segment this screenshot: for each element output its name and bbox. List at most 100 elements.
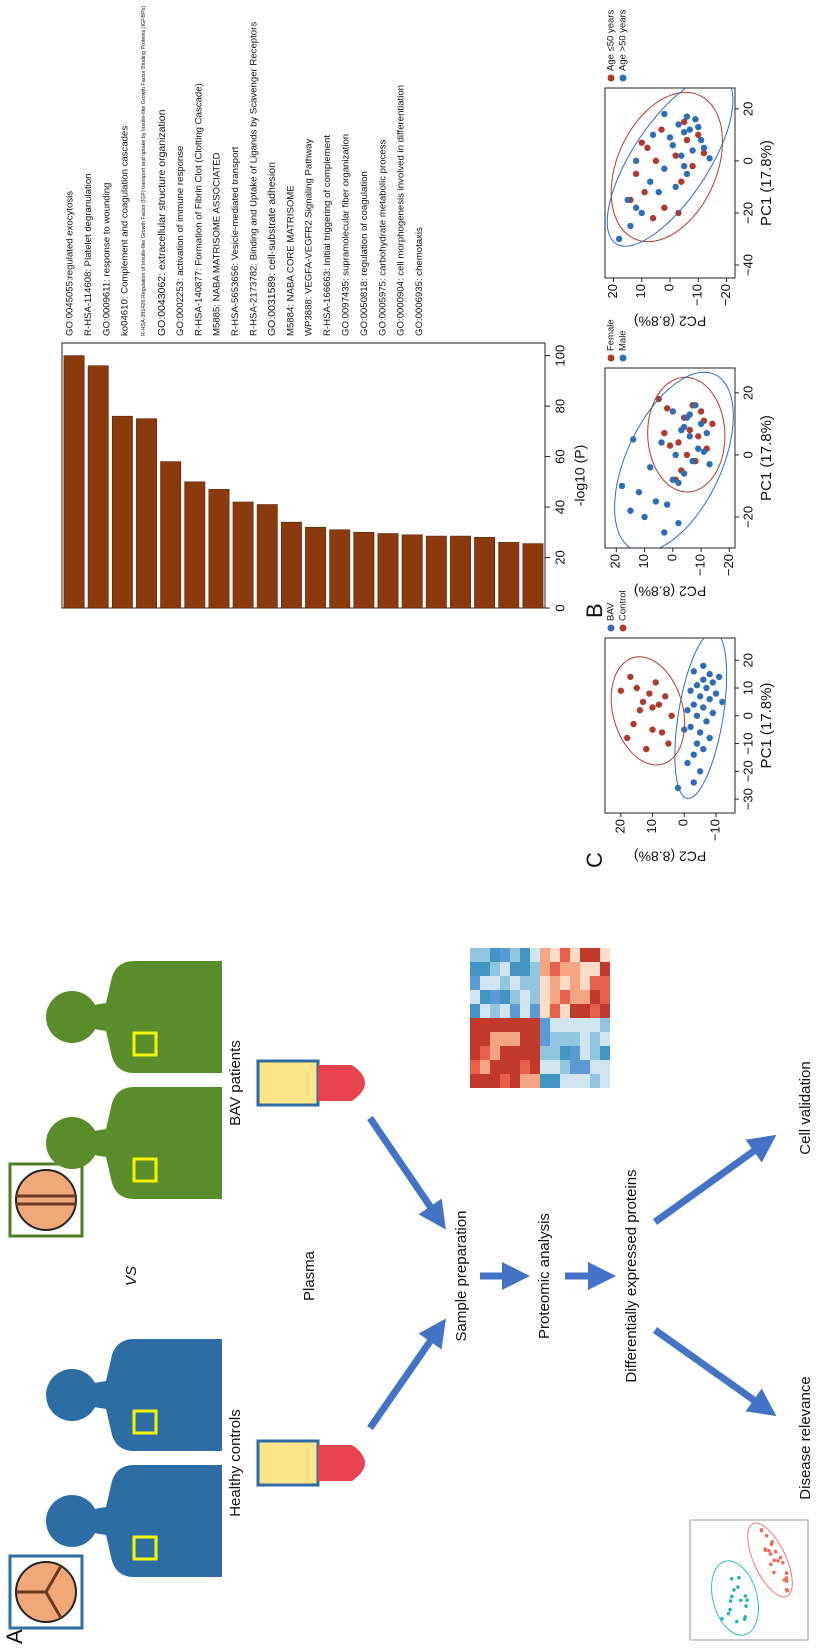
x-axis-title: -log10 (P)	[572, 445, 588, 506]
heatmap-cell	[570, 1060, 580, 1074]
y-tick-label: 10	[644, 819, 659, 833]
point	[684, 452, 690, 458]
heatmap-cell	[510, 990, 520, 1004]
point	[661, 111, 667, 117]
flow-step: Sample preparation	[453, 1211, 470, 1342]
thumb-point	[727, 1612, 731, 1616]
heatmap-cell	[470, 1032, 480, 1046]
heatmap-cell	[590, 1060, 600, 1074]
heatmap-cell	[580, 1046, 590, 1060]
point	[664, 501, 670, 507]
heatmap-cell	[540, 1032, 550, 1046]
heatmap-cell	[590, 1018, 600, 1032]
point	[675, 480, 681, 486]
thumb-point	[743, 1615, 747, 1619]
heatmap-cell	[520, 990, 530, 1004]
point	[636, 489, 642, 495]
heatmap-cell	[590, 962, 600, 976]
bar	[354, 532, 374, 608]
heatmap-cell	[530, 1046, 540, 1060]
heatmap-cell	[470, 990, 480, 1004]
category-label: GO:0097435: supramolecular fiber organiz…	[341, 134, 352, 336]
point	[664, 405, 670, 411]
thumb-point	[737, 1576, 741, 1580]
pca-thumbnail	[690, 1520, 808, 1640]
bar	[233, 502, 253, 608]
figure: A Healthy controls VS BAV patients Plasm…	[0, 0, 824, 1648]
heatmap-cell	[540, 976, 550, 990]
bar	[112, 416, 132, 608]
heatmap-cell	[480, 1046, 490, 1060]
y-tick-label: −10	[707, 819, 722, 841]
point	[706, 155, 712, 161]
heatmap-cell	[520, 1074, 530, 1088]
category-label: M5884: NABA CORE MATRISOME	[285, 185, 296, 336]
heatmap-cell	[530, 948, 540, 962]
point	[689, 147, 695, 153]
heatmap-cell	[560, 1060, 570, 1074]
heatmap-cell	[570, 1004, 580, 1018]
thumb-point	[779, 1556, 783, 1560]
bar	[257, 505, 277, 608]
category-label: M5885: NABA MATRISOME ASSOCIATED	[212, 152, 223, 336]
category-label: GO:0006935: chemotaxis	[414, 227, 425, 336]
point	[640, 699, 646, 705]
heatmap-cell	[540, 1074, 550, 1088]
heatmap-cell	[570, 976, 580, 990]
bar	[450, 536, 470, 608]
heatmap-cell	[510, 976, 520, 990]
x-tick-label: −20	[740, 202, 755, 224]
heatmap-cell	[580, 962, 590, 976]
x-tick-label: 20	[740, 386, 755, 400]
flow-step: Proteomic analysis	[536, 1213, 553, 1339]
point	[659, 729, 665, 735]
legend-swatch	[620, 75, 627, 82]
point	[618, 688, 624, 694]
point	[627, 223, 633, 229]
heatmap-cell	[590, 1046, 600, 1060]
tube-plasma	[258, 1061, 318, 1105]
heatmap-cell	[520, 962, 530, 976]
heatmap-cell	[500, 990, 510, 1004]
heatmap-cell	[470, 1074, 480, 1088]
x-tick-label: 100	[552, 345, 567, 367]
landscape-figure: A Healthy controls VS BAV patients Plasm…	[2, 6, 814, 1644]
thumb-point	[744, 1594, 748, 1598]
point	[698, 137, 704, 143]
confidence-ellipse	[607, 76, 733, 246]
point	[698, 421, 704, 427]
panel-label: A	[2, 1629, 27, 1644]
point	[661, 430, 667, 436]
heatmap-cell	[530, 1004, 540, 1018]
thumb-point	[770, 1542, 774, 1546]
point	[624, 197, 630, 203]
x-tick-label: 20	[552, 550, 567, 564]
healthy-person	[46, 1339, 222, 1451]
heatmap-cell	[590, 976, 600, 990]
heatmap-cell	[490, 990, 500, 1004]
point	[710, 679, 716, 685]
point	[706, 671, 712, 677]
heatmap-cell	[540, 1018, 550, 1032]
thumb-point	[774, 1550, 778, 1554]
point	[634, 685, 640, 691]
heatmap-cell	[530, 962, 540, 976]
category-label: R-HSA-2173782: Binding and Uptake of Lig…	[249, 22, 260, 336]
category-label: R-HSA-140877: Formation of Fibrin Clot (…	[193, 83, 204, 336]
legend-swatch	[608, 355, 615, 362]
thumb-point	[769, 1552, 773, 1556]
thumb-point	[772, 1571, 776, 1575]
heatmap-cell	[560, 962, 570, 976]
heatmap-cell	[530, 1032, 540, 1046]
heatmap-cell	[480, 990, 490, 1004]
thumb-point	[730, 1577, 734, 1581]
x-tick-label: 10	[740, 681, 755, 695]
heatmap-cell	[480, 1074, 490, 1088]
heatmap-cell	[520, 1032, 530, 1046]
point	[692, 116, 698, 122]
category-label: GO:0031589: cell-substrate adhesion	[266, 162, 278, 336]
thumb-point	[720, 1617, 724, 1621]
thumb-point	[745, 1598, 749, 1602]
heatmap-icon	[470, 948, 610, 1088]
point	[627, 674, 633, 680]
